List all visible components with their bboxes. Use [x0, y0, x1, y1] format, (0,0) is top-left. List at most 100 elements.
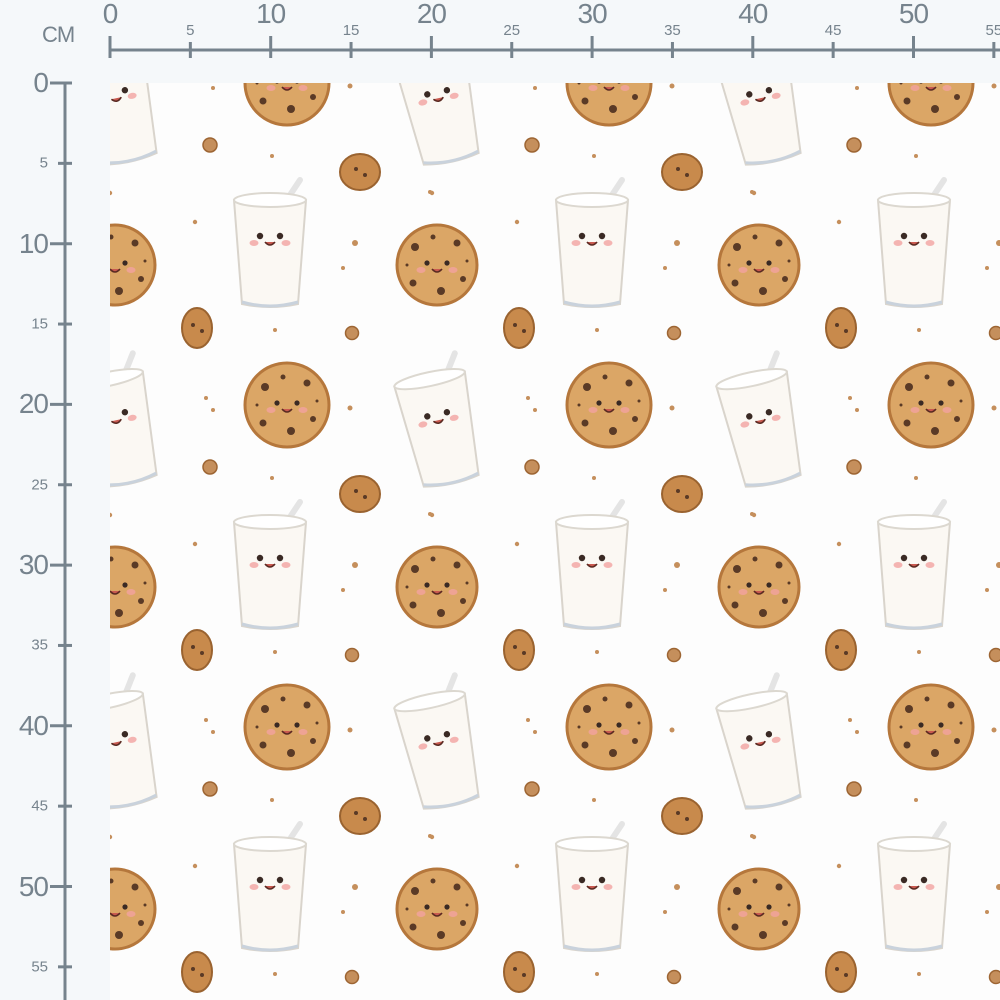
smiling-cookie [565, 83, 653, 127]
mini-cookie [825, 951, 857, 993]
smiling-milk-glass [554, 821, 630, 952]
cookie-crumb [991, 727, 997, 733]
smiling-cookie [395, 223, 479, 307]
left-ruler-label: 5 [39, 154, 48, 172]
cookie-crumb [917, 650, 921, 654]
cookie-crumb [526, 396, 530, 400]
smiling-cookie [110, 867, 157, 951]
cookie-crumb [914, 154, 918, 158]
top-ruler-label: 25 [503, 22, 521, 39]
smiling-milk-glass [232, 177, 308, 308]
cookie-crumb [855, 730, 859, 734]
cookie-crumb [270, 476, 274, 480]
smiling-cookie [565, 683, 653, 771]
cookie-crumb [352, 562, 358, 568]
cookie-crumb [595, 328, 599, 332]
cookie-crumb [273, 972, 277, 976]
cookie-crumb [836, 863, 842, 869]
cookie-crumb [204, 718, 208, 722]
top-ruler-label: 35 [664, 22, 681, 39]
cookie-crumb [985, 266, 989, 270]
top-ruler-label: 20 [416, 0, 447, 29]
cookie-crumb [110, 512, 113, 518]
cookie-crumb [846, 137, 862, 153]
cookie-crumb [996, 884, 1000, 890]
mini-cookie [181, 951, 213, 993]
cookie-crumb [669, 405, 675, 411]
cookie-crumb [669, 727, 675, 733]
cookie-crumb [988, 647, 1000, 663]
cookie-crumb [524, 459, 540, 475]
cookie-crumb [666, 969, 682, 985]
mini-cookie [181, 629, 213, 671]
cookie-crumb [202, 459, 218, 475]
cookie-crumb [991, 405, 997, 411]
top-ruler-label: 30 [577, 0, 608, 29]
left-ruler-label: 10 [18, 227, 49, 259]
cookie-crumb [514, 541, 520, 547]
cookie-crumb [674, 240, 680, 246]
mini-cookie [339, 797, 381, 835]
smiling-milk-glass [393, 350, 480, 488]
cookie-crumb [846, 781, 862, 797]
cookie-crumb [110, 834, 113, 840]
cookie-crumb [663, 910, 667, 914]
cookie-crumb [985, 910, 989, 914]
cookie-crumb [592, 476, 596, 480]
mini-cookie [339, 475, 381, 513]
smiling-cookie [243, 683, 331, 771]
smiling-milk-glass [876, 821, 952, 952]
cookie-crumb [524, 781, 540, 797]
cookie-crumb [848, 396, 852, 400]
cookie-crumb [848, 718, 852, 722]
left-ruler-label: 0 [33, 67, 49, 98]
cookie-crumb [991, 83, 997, 89]
cookie-crumb [592, 154, 596, 158]
cookie-crumb [344, 969, 360, 985]
cookie-crumb [270, 798, 274, 802]
cookie-crumb [533, 730, 537, 734]
cookie-crumb [347, 83, 353, 89]
cookie-crumb [666, 325, 682, 341]
smiling-milk-glass [876, 177, 952, 308]
smiling-cookie [565, 361, 653, 449]
cookie-crumb [669, 83, 675, 89]
top-ruler-label: 0 [102, 0, 119, 29]
smiling-milk-glass [232, 821, 308, 952]
cookie-crumb [192, 219, 198, 225]
cookie-crumb [110, 190, 113, 196]
cookie-crumb [846, 459, 862, 475]
left-ruler-label: 15 [31, 315, 48, 333]
left-ruler-label: 40 [18, 709, 49, 741]
smiling-milk-glass [554, 499, 630, 630]
cookie-crumb [917, 972, 921, 976]
mini-cookie [503, 307, 535, 349]
cookie-crumb [202, 781, 218, 797]
top-ruler-label: 55 [985, 22, 1000, 39]
smiling-milk-glass [715, 83, 802, 166]
cookie-crumb [211, 86, 215, 90]
cookie-crumb [996, 240, 1000, 246]
cookie-crumb [514, 219, 520, 225]
left-ruler-label: 20 [18, 388, 49, 420]
cookie-crumb [428, 190, 432, 194]
cookie-crumb [855, 86, 859, 90]
smiling-cookie [717, 867, 801, 951]
smiling-cookie [110, 223, 157, 307]
top-ruler-label: 10 [256, 0, 286, 29]
left-ruler-label: 30 [18, 549, 49, 581]
cookie-crumb [836, 219, 842, 225]
cookie-crumb [750, 834, 754, 838]
smiling-milk-glass [715, 672, 802, 810]
mini-cookie [661, 797, 703, 835]
cookie-crumb [533, 408, 537, 412]
mini-cookie [339, 153, 381, 191]
cookie-milk-pattern [110, 83, 1000, 993]
cookie-crumb [202, 137, 218, 153]
cookie-crumb [211, 730, 215, 734]
mini-cookie [181, 307, 213, 349]
smiling-milk-glass [554, 177, 630, 308]
smiling-cookie [887, 83, 975, 127]
cookie-crumb [836, 541, 842, 547]
top-ruler-label: 5 [186, 22, 195, 39]
